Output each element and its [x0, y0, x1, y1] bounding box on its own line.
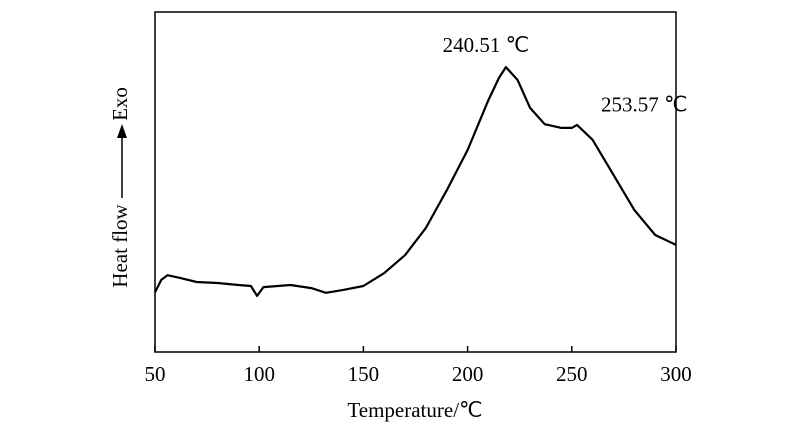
peak-annotation: 253.57 ℃	[601, 93, 688, 117]
y-axis-label: Heat flow	[108, 203, 132, 287]
x-axis-label: Temperature/℃	[347, 398, 482, 422]
data-line	[154, 66, 677, 297]
plot-frame	[154, 11, 677, 353]
x-tick-label: 300	[660, 362, 692, 386]
peak-annotation: 240.51 ℃	[443, 33, 530, 57]
exo-label: Exo	[108, 87, 132, 121]
exo-arrowhead	[117, 124, 127, 138]
x-tick-label: 50	[145, 362, 166, 386]
x-tick-label: 150	[348, 362, 380, 386]
x-tick-label: 100	[243, 362, 275, 386]
x-tick-label: 200	[452, 362, 484, 386]
x-tick-label: 250	[556, 362, 588, 386]
